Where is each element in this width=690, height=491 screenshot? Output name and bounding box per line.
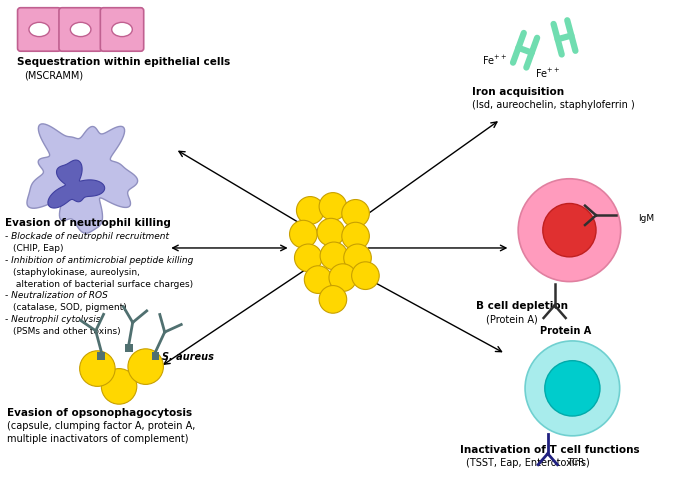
Circle shape <box>342 222 369 250</box>
FancyBboxPatch shape <box>100 8 144 51</box>
Ellipse shape <box>29 22 50 37</box>
Ellipse shape <box>70 22 91 37</box>
Polygon shape <box>27 124 137 233</box>
Text: - Neutralization of ROS: - Neutralization of ROS <box>5 292 108 300</box>
Circle shape <box>518 179 621 281</box>
Circle shape <box>320 242 348 270</box>
Text: Iron acquisition: Iron acquisition <box>472 87 564 97</box>
Circle shape <box>101 369 137 404</box>
Circle shape <box>295 244 322 272</box>
Text: (capsule, clumping factor A, protein A,: (capsule, clumping factor A, protein A, <box>7 421 195 431</box>
Circle shape <box>304 266 332 294</box>
Text: (Isd, aureochelin, staphyloferrin ): (Isd, aureochelin, staphyloferrin ) <box>472 100 635 109</box>
Circle shape <box>319 286 346 313</box>
Ellipse shape <box>112 22 132 37</box>
Text: Protein A: Protein A <box>540 326 591 336</box>
Text: TCR: TCR <box>567 458 585 466</box>
Circle shape <box>317 218 345 246</box>
Circle shape <box>79 351 115 386</box>
Text: B cell depletion: B cell depletion <box>476 301 568 311</box>
Text: Fe$^{++}$: Fe$^{++}$ <box>535 67 560 80</box>
Circle shape <box>352 262 380 290</box>
Text: Evasion of neutrophil killing: Evasion of neutrophil killing <box>5 218 170 228</box>
Text: - Inhibition of antimicrobial peptide killing: - Inhibition of antimicrobial peptide ki… <box>5 256 193 265</box>
Text: Inactivation of T cell functions: Inactivation of T cell functions <box>460 445 640 455</box>
Text: (MSCRAMM): (MSCRAMM) <box>24 70 83 80</box>
Polygon shape <box>48 160 105 208</box>
FancyBboxPatch shape <box>152 352 159 360</box>
Text: - Neutrophil cytolysis: - Neutrophil cytolysis <box>5 315 100 324</box>
Circle shape <box>329 264 357 292</box>
Circle shape <box>543 203 596 257</box>
Circle shape <box>525 341 620 436</box>
Circle shape <box>290 220 317 248</box>
FancyBboxPatch shape <box>125 344 133 352</box>
Circle shape <box>342 199 369 227</box>
Text: IgM: IgM <box>638 214 655 223</box>
Circle shape <box>128 349 164 384</box>
FancyBboxPatch shape <box>17 8 61 51</box>
Text: (PSMs and other toxins): (PSMs and other toxins) <box>12 327 120 336</box>
Text: S. aureus: S. aureus <box>162 352 215 362</box>
Circle shape <box>344 244 371 272</box>
Text: Sequestration within epithelial cells: Sequestration within epithelial cells <box>17 57 230 67</box>
Text: multiple inactivators of complement): multiple inactivators of complement) <box>7 434 188 444</box>
Text: alteration of bacterial surface charges): alteration of bacterial surface charges) <box>12 279 193 289</box>
Text: Fe$^{++}$: Fe$^{++}$ <box>482 54 507 67</box>
Text: (CHIP, Eap): (CHIP, Eap) <box>12 244 63 253</box>
FancyBboxPatch shape <box>97 352 106 360</box>
Text: (Protein A): (Protein A) <box>486 314 538 324</box>
Text: (staphylokinase, aureolysin,: (staphylokinase, aureolysin, <box>12 268 139 277</box>
FancyBboxPatch shape <box>59 8 102 51</box>
Text: (catalase, SOD, pigment): (catalase, SOD, pigment) <box>12 303 126 312</box>
Text: - Blockade of neutrophil recruitment: - Blockade of neutrophil recruitment <box>5 232 169 241</box>
Text: Evasion of opsonophagocytosis: Evasion of opsonophagocytosis <box>7 408 192 418</box>
Circle shape <box>319 192 346 220</box>
Circle shape <box>545 361 600 416</box>
Circle shape <box>297 196 324 224</box>
Text: (TSST, Eap, Enterotoxins): (TSST, Eap, Enterotoxins) <box>466 458 590 467</box>
